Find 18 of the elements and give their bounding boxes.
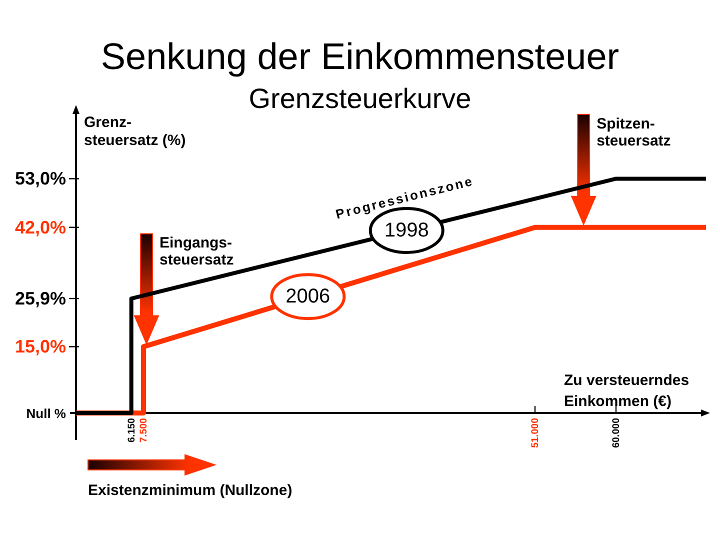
chart-subtitle: Grenzsteuerkurve [248,83,472,114]
y-tick-label: 53,0% [14,168,66,189]
series-label: 2006 [286,286,330,308]
y-tick-label: 25,9% [14,288,66,309]
x-tick-label: 51.000 [530,417,540,448]
chart-title: Senkung der Einkommensteuer [100,36,620,77]
annotation: Eingangs- steuersatz [160,234,234,269]
text: Existenzminimum (Nullzone) [88,482,292,499]
x-tick-label: 7.500 [138,417,149,442]
y-axis-title: Grenz- steuersatz (%) [84,114,186,149]
annotation: Spitzen- steuersatz [596,115,671,150]
x-tick-label: 60.000 [610,417,622,448]
x-tick-label: 6.150 [126,417,137,442]
y-tick-label: Null % [26,406,66,420]
series-label: 1998 [384,219,429,242]
y-tick-label: 42,0% [14,217,66,238]
y-tick-label: 15,0% [14,336,66,357]
x-axis-title: Zu versteuerndes Einkommen (€) [564,372,690,410]
